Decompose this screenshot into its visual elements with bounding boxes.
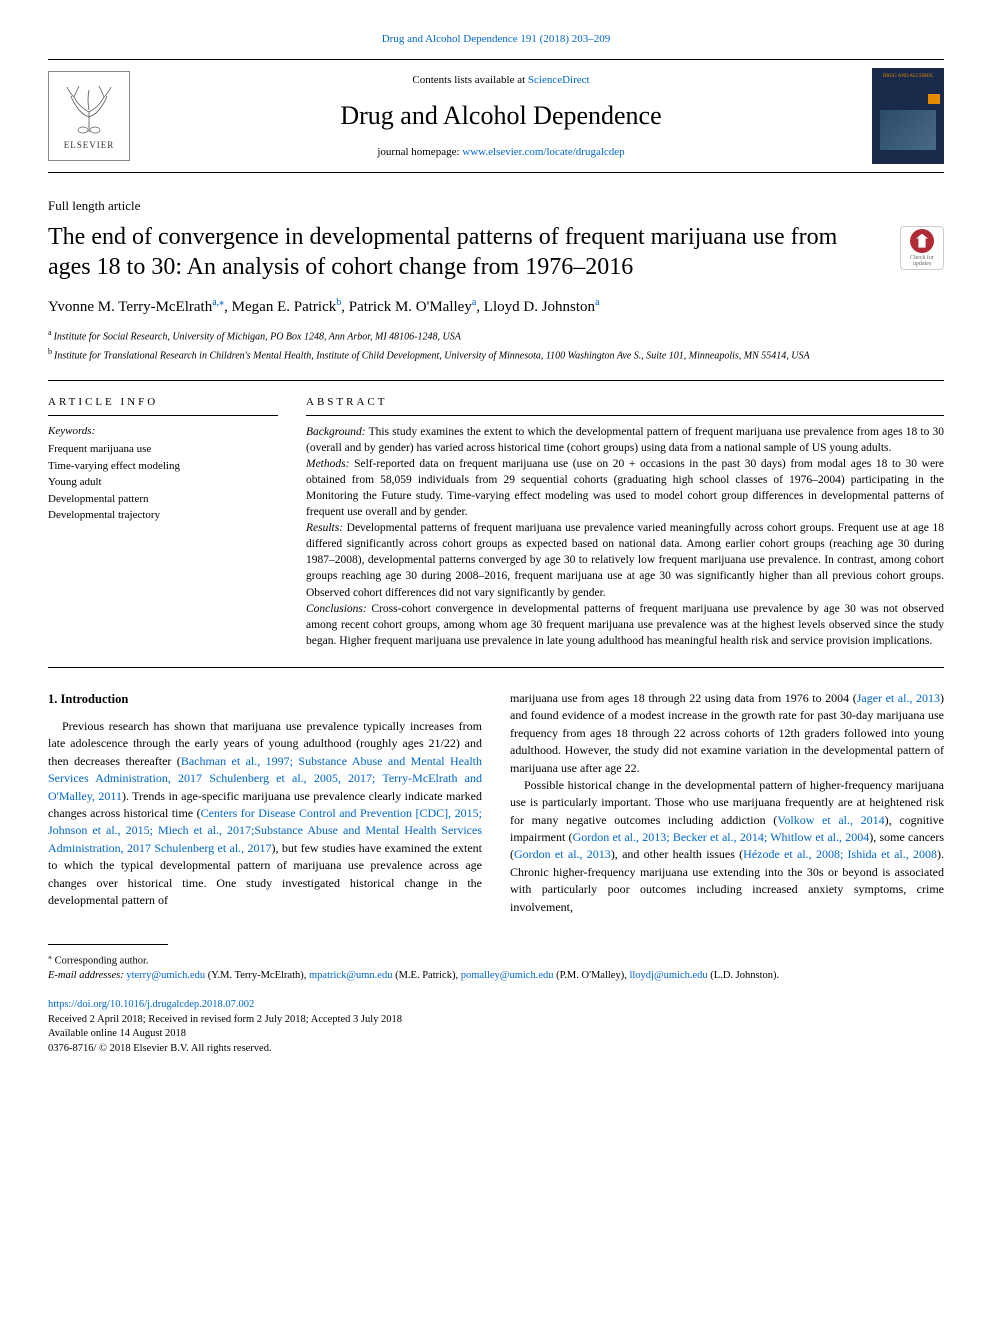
keyword: Young adult	[48, 474, 278, 491]
authors-line: Yvonne M. Terry-McElratha,⁎, Megan E. Pa…	[48, 296, 944, 318]
email-link[interactable]: yterry@umich.edu	[126, 970, 205, 981]
title-row: The end of convergence in developmental …	[48, 222, 944, 282]
abstract-results-label: Results:	[306, 522, 343, 534]
cover-image	[880, 110, 936, 150]
article-info-head: ARTICLE INFO	[48, 395, 278, 410]
header-center: Contents lists available at ScienceDirec…	[130, 73, 872, 160]
elsevier-label: ELSEVIER	[64, 139, 115, 152]
citation-link[interactable]: Gordon et al., 2013	[514, 847, 611, 861]
corresponding-author: ⁎ ⁎ Corresponding author.Corresponding a…	[48, 951, 944, 969]
check-updates-icon	[910, 229, 934, 253]
abstract-methods-label: Methods:	[306, 458, 349, 470]
keyword: Time-varying effect modeling	[48, 458, 278, 475]
author: Megan E. Patrick	[232, 299, 337, 315]
article-type: Full length article	[48, 197, 944, 215]
affiliation: b Institute for Translational Research i…	[48, 347, 944, 362]
abstract-head: ABSTRACT	[306, 395, 944, 410]
email-link[interactable]: pomalley@umich.edu	[461, 970, 554, 981]
keyword: Developmental trajectory	[48, 507, 278, 524]
citation-link[interactable]: Hézode et al., 2008; Ishida et al., 2008	[743, 847, 937, 861]
author-affil-sup: a	[595, 297, 599, 308]
journal-homepage-link[interactable]: www.elsevier.com/locate/drugalcdep	[462, 146, 624, 158]
intro-heading: 1. Introduction	[48, 690, 482, 708]
cover-accent	[928, 94, 940, 104]
online-line: Available online 14 August 2018	[48, 1027, 944, 1042]
publication-info: Received 2 April 2018; Received in revis…	[48, 1013, 944, 1057]
keyword: Developmental pattern	[48, 491, 278, 508]
column-right: marijuana use from ages 18 through 22 us…	[510, 690, 944, 916]
footnotes: ⁎ ⁎ Corresponding author.Corresponding a…	[48, 951, 944, 984]
email-link[interactable]: lloydj@umich.edu	[629, 970, 707, 981]
contents-line: Contents lists available at ScienceDirec…	[130, 73, 872, 88]
contents-prefix: Contents lists available at	[412, 74, 527, 86]
divider-2	[48, 667, 944, 668]
abstract-results: Developmental patterns of frequent marij…	[306, 522, 944, 598]
para-text: ), and other health issues (	[611, 847, 743, 861]
divider	[48, 380, 944, 381]
body-para-3: Possible historical change in the develo…	[510, 777, 944, 916]
abstract-conclusions-label: Conclusions:	[306, 603, 367, 615]
article-info-rule	[48, 415, 278, 416]
top-citation-link[interactable]: Drug and Alcohol Dependence 191 (2018) 2…	[48, 32, 944, 47]
sciencedirect-link[interactable]: ScienceDirect	[528, 74, 590, 86]
body-para-1: Previous research has shown that marijua…	[48, 718, 482, 909]
abstract-background-label: Background:	[306, 426, 366, 438]
citation-link[interactable]: Volkow et al., 2014	[777, 813, 884, 827]
homepage-prefix: journal homepage:	[377, 146, 462, 158]
meta-row: ARTICLE INFO Keywords: Frequent marijuan…	[48, 395, 944, 649]
article-info-column: ARTICLE INFO Keywords: Frequent marijuan…	[48, 395, 278, 649]
footnote-rule	[48, 944, 168, 945]
author: Lloyd D. Johnston	[484, 299, 595, 315]
author-affil-sup: a	[472, 297, 476, 308]
citation-link[interactable]: Gordon et al., 2013; Becker et al., 2014…	[573, 830, 870, 844]
author-affil-sup: b	[336, 297, 341, 308]
copyright-line: 0376-8716/ © 2018 Elsevier B.V. All righ…	[48, 1042, 944, 1057]
keywords-label: Keywords:	[48, 424, 278, 439]
keywords-list: Frequent marijuana useTime-varying effec…	[48, 441, 278, 524]
affiliation: a Institute for Social Research, Univers…	[48, 328, 944, 343]
cover-title: DRUG AND ALCOHOL	[878, 74, 938, 80]
email-label: E-mail addresses:	[48, 970, 124, 981]
abstract-rule	[306, 415, 944, 416]
email-link[interactable]: mpatrick@umn.edu	[309, 970, 392, 981]
author: Yvonne M. Terry-McElrath	[48, 299, 212, 315]
abstract-conclusions: Cross-cohort convergence in developmenta…	[306, 603, 944, 647]
abstract-text: Background: This study examines the exte…	[306, 424, 944, 649]
received-line: Received 2 April 2018; Received in revis…	[48, 1013, 944, 1028]
doi-link[interactable]: https://doi.org/10.1016/j.drugalcdep.201…	[48, 999, 254, 1010]
author: Patrick M. O'Malley	[349, 299, 472, 315]
abstract-background: This study examines the extent to which …	[306, 426, 944, 454]
journal-header: ELSEVIER Contents lists available at Sci…	[48, 59, 944, 173]
column-left: 1. Introduction Previous research has sh…	[48, 690, 482, 916]
body-para-2: marijuana use from ages 18 through 22 us…	[510, 690, 944, 777]
check-updates-badge[interactable]: Check for updates	[900, 226, 944, 270]
email-addresses: E-mail addresses: yterry@umich.edu (Y.M.…	[48, 969, 944, 984]
citation-link[interactable]: Jager et al., 2013	[857, 691, 940, 705]
author-affil-sup: a,⁎	[212, 297, 224, 308]
keyword: Frequent marijuana use	[48, 441, 278, 458]
elsevier-tree-icon	[59, 82, 119, 137]
journal-cover-thumbnail: DRUG AND ALCOHOL	[872, 68, 944, 164]
para-text: marijuana use from ages 18 through 22 us…	[510, 691, 857, 705]
check-updates-label: Check for updates	[901, 255, 943, 267]
body-columns: 1. Introduction Previous research has sh…	[48, 690, 944, 916]
abstract-methods: Self-reported data on frequent marijuana…	[306, 458, 944, 518]
abstract-column: ABSTRACT Background: This study examines…	[306, 395, 944, 649]
elsevier-logo: ELSEVIER	[48, 71, 130, 161]
journal-name: Drug and Alcohol Dependence	[130, 98, 872, 134]
article-title: The end of convergence in developmental …	[48, 222, 884, 282]
homepage-line: journal homepage: www.elsevier.com/locat…	[130, 145, 872, 160]
doi-line: https://doi.org/10.1016/j.drugalcdep.201…	[48, 998, 944, 1013]
